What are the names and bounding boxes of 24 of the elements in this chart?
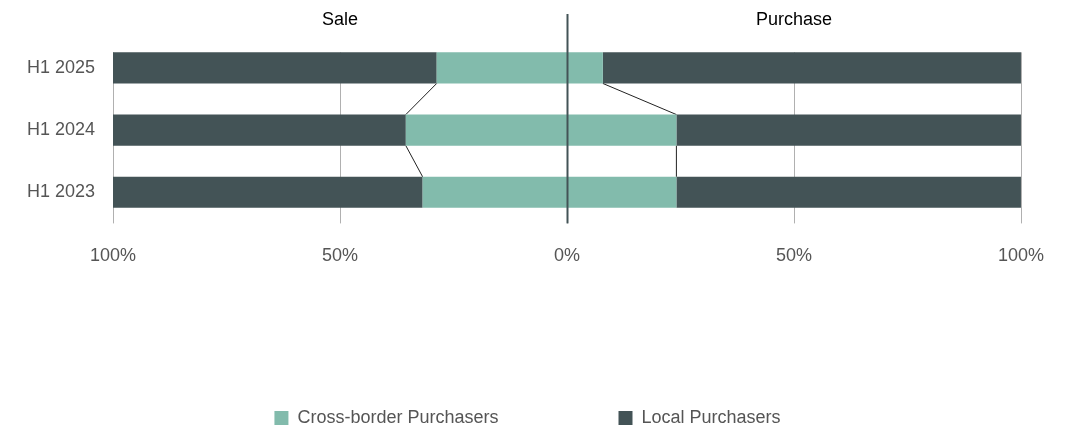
- bar: [566, 176, 677, 208]
- y-tick-label: H1 2025: [26, 56, 95, 77]
- bar: [113, 176, 423, 208]
- x-tick-label: 50%: [321, 245, 359, 266]
- y-tick-label: H1 2024: [26, 119, 95, 140]
- text: Sale: [321, 8, 359, 29]
- bar: [436, 52, 567, 84]
- bar: [566, 52, 603, 84]
- x-tick-label: 0%: [553, 245, 580, 266]
- y-tick-label: H1 2023: [26, 181, 95, 202]
- x-tick-label: 100%: [89, 245, 137, 266]
- legend-label: Local Purchasers: [641, 406, 781, 427]
- bar: [566, 114, 677, 146]
- bar: [113, 52, 437, 84]
- x-tick-label: 50%: [775, 245, 812, 266]
- x-tick-label: 100%: [997, 245, 1044, 266]
- bar: [676, 176, 1021, 208]
- bar: [113, 114, 406, 146]
- bar: [676, 114, 1021, 146]
- text: Purchase: [755, 8, 833, 29]
- bar: [405, 114, 567, 146]
- bar: [422, 176, 567, 208]
- legend-label: Cross-border Purchasers: [297, 406, 499, 427]
- bar: [602, 52, 1021, 84]
